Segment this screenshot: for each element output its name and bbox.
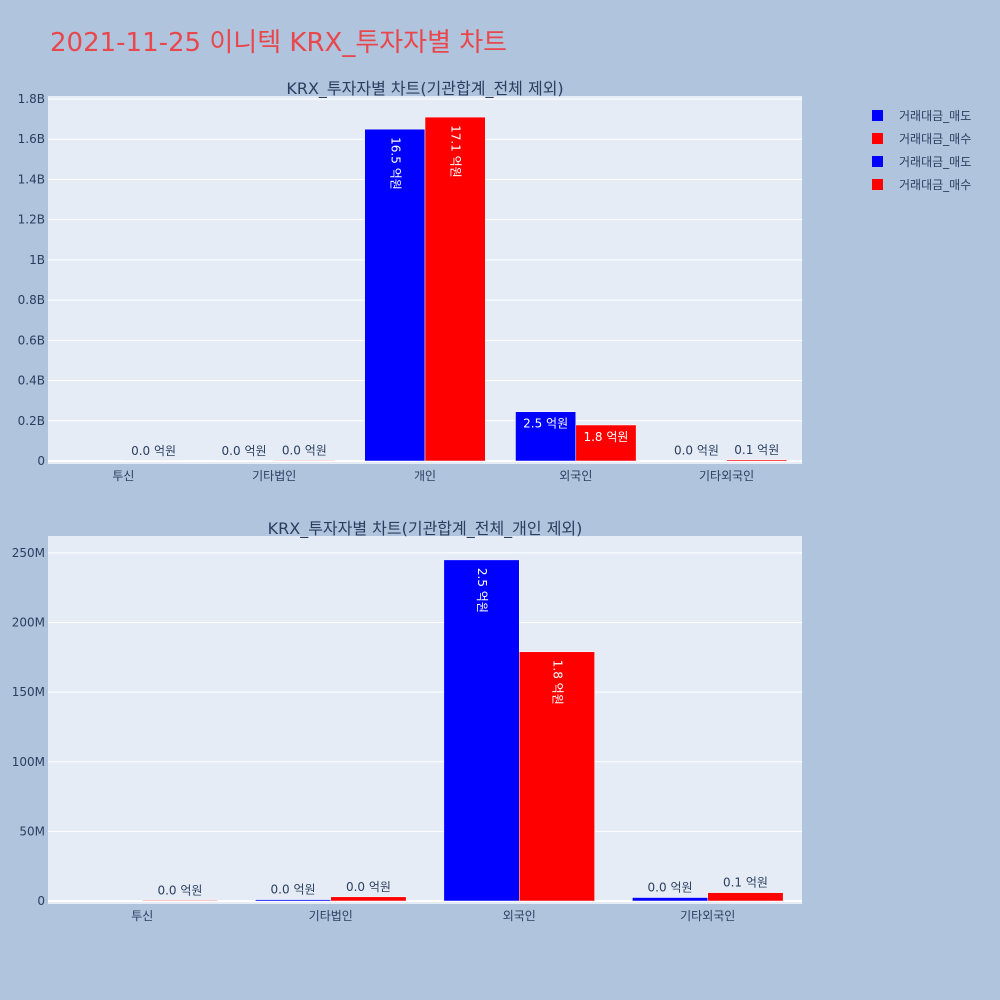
y-tick-label: 100M	[12, 755, 45, 769]
data-label: 0.0 억원	[222, 444, 267, 458]
data-label: 0.0 억원	[271, 883, 316, 897]
x-tick-label: 외국인	[559, 469, 592, 483]
y-tick-label: 0	[37, 894, 45, 908]
legend-label: 거래대금_매수	[899, 178, 972, 192]
chart-title: KRX_투자자별 차트(기관합계_전체 제외)	[286, 79, 563, 99]
data-label: 0.0 억원	[131, 444, 176, 458]
x-tick-label: 기타외국인	[680, 909, 735, 923]
x-tick-label: 외국인	[503, 909, 536, 923]
legend-label: 거래대금_매수	[899, 132, 972, 146]
legend-swatch-icon	[872, 156, 883, 167]
x-tick-label: 기타외국인	[699, 469, 754, 483]
chart-top: 0 0.2B 0.4B 0.6B 0.8B 1B 1.2B 1.4B 1.6B 1.8B 투신 0.0…	[18, 79, 802, 483]
y-tick-label: 250M	[12, 546, 45, 560]
bar	[575, 424, 637, 462]
bar	[273, 460, 335, 462]
data-label: 0.0 억원	[157, 883, 202, 897]
y-tick-label: 150M	[12, 685, 45, 699]
bar	[519, 651, 595, 902]
y-tick-label: 1.8B	[18, 92, 45, 106]
y-tick-label: 0.2B	[18, 414, 45, 428]
x-tick-label: 개인	[414, 469, 436, 483]
y-tick-label: 0.4B	[18, 374, 45, 388]
y-tick-label: 0	[37, 454, 45, 468]
bar	[726, 459, 788, 462]
legend-swatch-icon	[872, 133, 883, 144]
bar	[330, 896, 407, 902]
bar	[515, 411, 577, 462]
y-tick-label: 1.6B	[18, 132, 45, 146]
legend-item[interactable]: 거래대금_매수	[872, 173, 971, 196]
y-tick-label: 1.2B	[18, 213, 45, 227]
data-label: 0.0 억원	[282, 443, 327, 457]
y-tick-label: 200M	[12, 616, 45, 630]
data-label: 2.5 억원	[523, 417, 568, 431]
x-tick-label: 기타법인	[309, 909, 353, 923]
bar	[443, 559, 520, 902]
data-label: 0.0 억원	[674, 443, 719, 457]
legend-item[interactable]: 거래대금_매도	[872, 104, 971, 127]
data-label: 2.5 억원	[475, 568, 489, 613]
data-label: 17.1 억원	[449, 125, 463, 178]
y-tick-label: 50M	[19, 824, 45, 838]
y-tick-label: 1.4B	[18, 172, 45, 186]
plot-area	[48, 536, 802, 904]
data-label: 16.5 억원	[388, 137, 402, 190]
data-label: 0.1 억원	[723, 876, 768, 890]
bar	[666, 460, 727, 462]
data-label: 1.8 억원	[550, 660, 564, 705]
x-tick-label: 투신	[131, 909, 153, 923]
legend-swatch-icon	[872, 110, 883, 121]
data-label: 0.0 억원	[346, 880, 391, 894]
chart-title: KRX_투자자별 차트(기관합계_전체_개인 제외)	[268, 519, 583, 539]
data-label: 1.8 억원	[583, 430, 628, 444]
legend-label: 거래대금_매도	[899, 155, 972, 169]
bar	[364, 128, 426, 462]
legend-item[interactable]: 거래대금_매도	[872, 150, 971, 173]
bar	[707, 892, 784, 902]
x-tick-label: 투신	[112, 469, 134, 483]
y-tick-label: 0.8B	[18, 293, 45, 307]
bar	[255, 899, 332, 902]
bar	[424, 116, 486, 462]
legend-swatch-icon	[872, 179, 883, 190]
legend: 거래대금_매도 거래대금_매수 거래대금_매도 거래대금_매수	[872, 104, 971, 196]
data-label: 0.1 억원	[734, 443, 779, 457]
legend-label: 거래대금_매도	[899, 109, 972, 123]
bar	[142, 900, 218, 902]
page-title: 2021-11-25 이니텍 KRX_투자자별 차트	[50, 28, 508, 58]
data-label: 0.0 억원	[648, 881, 693, 895]
legend-item[interactable]: 거래대금_매수	[872, 127, 971, 150]
x-tick-label: 기타법인	[252, 469, 296, 483]
bar	[632, 897, 708, 902]
y-tick-label: 1B	[29, 253, 45, 267]
y-tick-label: 0.6B	[18, 333, 45, 347]
